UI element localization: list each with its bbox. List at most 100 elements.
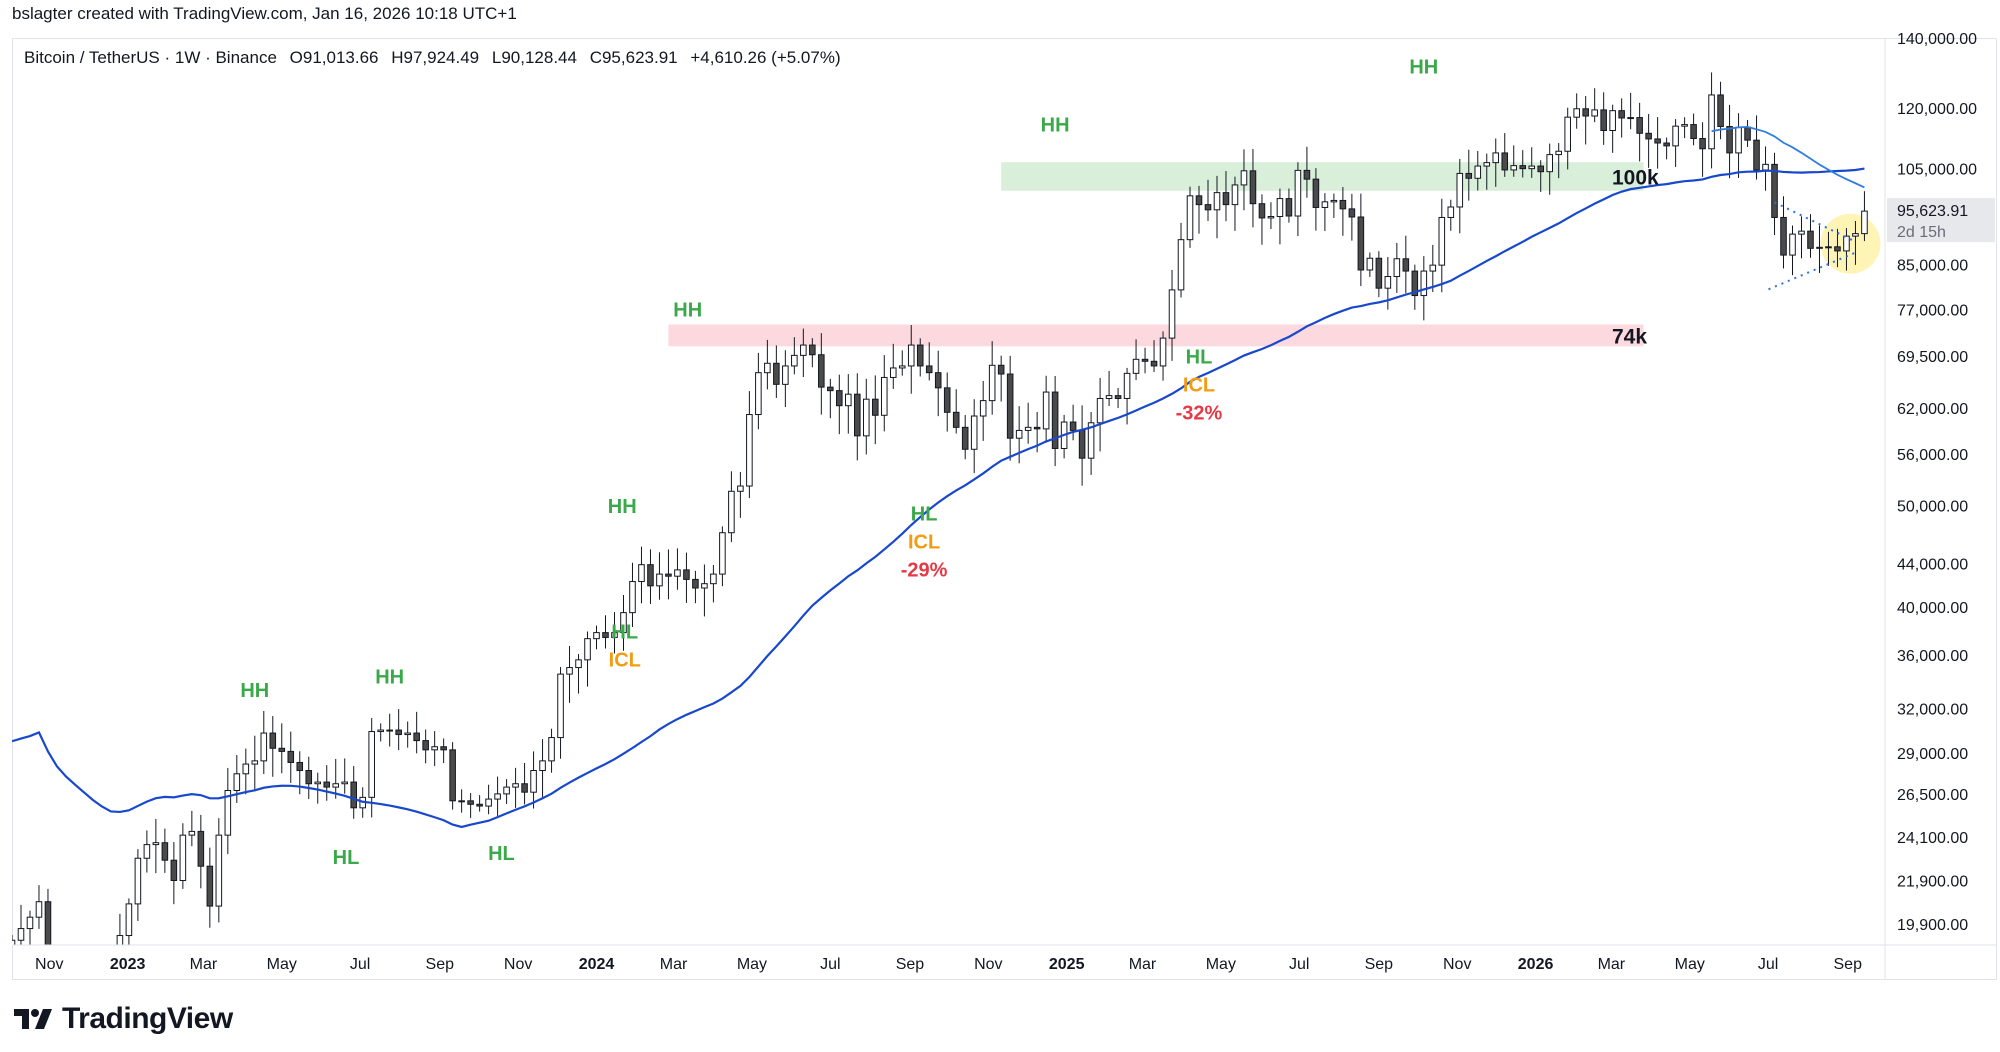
candle[interactable]	[593, 625, 600, 650]
candle[interactable]	[665, 549, 672, 600]
candle[interactable]	[287, 731, 295, 783]
candle[interactable]	[916, 338, 924, 377]
candle[interactable]	[1186, 186, 1194, 248]
candle[interactable]	[728, 471, 735, 543]
candle[interactable]	[1492, 138, 1500, 187]
candle[interactable]	[818, 333, 825, 415]
candle[interactable]	[530, 751, 537, 809]
candle[interactable]	[782, 350, 789, 408]
candle[interactable]	[548, 728, 555, 773]
candle[interactable]	[1690, 113, 1697, 146]
candle[interactable]	[1753, 115, 1760, 180]
candle[interactable]	[386, 713, 393, 747]
candle[interactable]	[44, 888, 52, 1030]
candle[interactable]	[925, 342, 933, 381]
candle[interactable]	[934, 350, 942, 417]
candle[interactable]	[1024, 402, 1032, 444]
candle[interactable]	[1267, 202, 1275, 230]
candle[interactable]	[1087, 411, 1095, 475]
candle[interactable]	[988, 341, 996, 415]
candle[interactable]	[1708, 72, 1715, 169]
candle[interactable]	[1375, 251, 1383, 298]
candle[interactable]	[1177, 222, 1185, 298]
candle[interactable]	[854, 373, 861, 461]
candle[interactable]	[674, 548, 681, 590]
candle[interactable]	[467, 793, 474, 818]
candle[interactable]	[143, 830, 151, 873]
candle[interactable]	[701, 564, 708, 617]
candle[interactable]	[341, 758, 349, 794]
candle[interactable]	[1150, 340, 1158, 372]
candle[interactable]	[503, 779, 510, 804]
candle[interactable]	[1132, 339, 1140, 381]
candle[interactable]	[1582, 96, 1589, 145]
candle[interactable]	[1204, 179, 1212, 222]
candle[interactable]	[179, 823, 187, 889]
candle[interactable]	[134, 849, 142, 921]
candle[interactable]	[233, 755, 241, 803]
candle[interactable]	[1411, 264, 1419, 310]
candle[interactable]	[1699, 122, 1706, 177]
candle[interactable]	[1339, 187, 1347, 236]
candle[interactable]	[1168, 269, 1176, 361]
candle[interactable]	[1618, 98, 1625, 138]
candle[interactable]	[1231, 176, 1239, 231]
candle[interactable]	[1483, 153, 1491, 190]
candle[interactable]	[260, 711, 268, 775]
candle[interactable]	[1852, 221, 1859, 265]
candle[interactable]	[1042, 375, 1050, 443]
candle[interactable]	[251, 735, 259, 792]
candle[interactable]	[1564, 107, 1571, 170]
candle[interactable]	[539, 739, 546, 798]
candle[interactable]	[683, 552, 690, 603]
candle[interactable]	[305, 756, 313, 800]
candle[interactable]	[1573, 93, 1580, 129]
candle[interactable]	[1501, 133, 1509, 177]
candle[interactable]	[800, 328, 807, 378]
candle[interactable]	[1402, 235, 1410, 294]
candle[interactable]	[943, 372, 951, 432]
candle[interactable]	[1762, 146, 1769, 191]
candle[interactable]	[1861, 191, 1868, 242]
candle[interactable]	[1789, 225, 1796, 276]
candle[interactable]	[323, 765, 331, 801]
candle[interactable]	[809, 338, 816, 368]
candle[interactable]	[1357, 193, 1365, 287]
candle[interactable]	[629, 562, 636, 627]
candle[interactable]	[692, 570, 699, 604]
candle[interactable]	[521, 762, 528, 805]
candle[interactable]	[1735, 113, 1742, 178]
candle[interactable]	[152, 818, 160, 874]
candle[interactable]	[737, 471, 744, 518]
candle[interactable]	[161, 828, 169, 873]
candle[interactable]	[1348, 193, 1356, 241]
candle[interactable]	[368, 718, 375, 818]
candle[interactable]	[1303, 146, 1311, 198]
candle[interactable]	[1276, 188, 1284, 245]
candle[interactable]	[755, 352, 762, 430]
candle[interactable]	[1285, 188, 1293, 223]
candle[interactable]	[871, 375, 879, 445]
candle[interactable]	[1654, 117, 1661, 169]
candle[interactable]	[440, 738, 447, 764]
candle[interactable]	[170, 841, 178, 905]
candle[interactable]	[1663, 137, 1670, 160]
candle[interactable]	[224, 767, 232, 855]
candle[interactable]	[1744, 120, 1751, 147]
candle[interactable]	[575, 654, 582, 694]
candle[interactable]	[1798, 216, 1805, 259]
candle[interactable]	[566, 646, 573, 703]
candle[interactable]	[35, 885, 43, 929]
candle[interactable]	[1816, 225, 1823, 273]
candle[interactable]	[602, 615, 609, 649]
candle[interactable]	[1609, 104, 1616, 153]
candle[interactable]	[1528, 147, 1536, 178]
candle[interactable]	[1321, 193, 1329, 231]
candle[interactable]	[1465, 149, 1473, 201]
candle[interactable]	[1447, 199, 1455, 231]
candle[interactable]	[1807, 214, 1814, 258]
candle[interactable]	[1771, 152, 1778, 236]
tradingview-logo[interactable]: TradingView	[14, 1002, 233, 1036]
candle[interactable]	[656, 552, 663, 600]
